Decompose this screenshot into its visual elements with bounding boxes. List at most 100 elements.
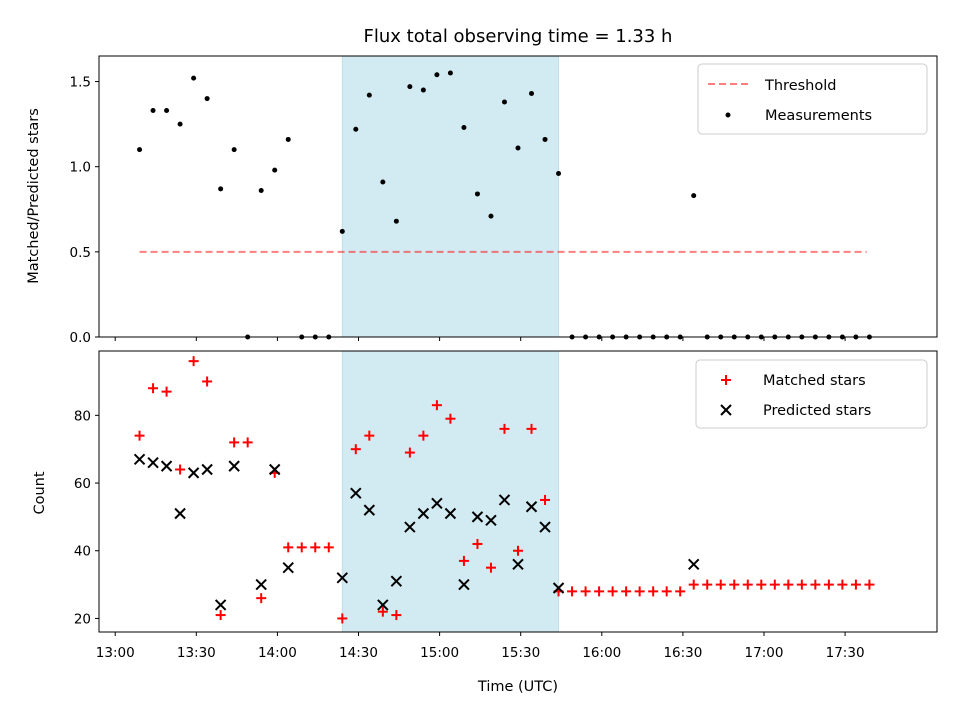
- x-tick-label: 16:30: [663, 645, 702, 661]
- y-tick-label: 80: [74, 408, 91, 424]
- measurement-point: [164, 108, 169, 113]
- matched-star-point: [662, 586, 672, 596]
- x-axis-label: Time (UTC): [477, 679, 558, 695]
- predicted-star-point: [189, 468, 199, 478]
- matched-star-point: [216, 610, 226, 620]
- matched-star-point: [256, 593, 266, 603]
- measurement-point: [516, 145, 521, 150]
- bottom-y-axis: 20 40 60 80: [74, 408, 99, 627]
- measurement-point: [286, 137, 291, 142]
- legend-threshold-label: Threshold: [764, 78, 836, 94]
- measurement-point: [218, 186, 223, 191]
- measurement-point: [205, 96, 210, 101]
- bottom-highlight-span: [342, 351, 558, 632]
- measurement-point: [272, 168, 277, 173]
- highlight-span-rect: [342, 56, 558, 337]
- y-tick-label: 1.5: [70, 75, 91, 91]
- x-tick-label: 17:00: [745, 645, 784, 661]
- y-tick-label: 0.0: [70, 330, 91, 346]
- measurement-point: [529, 91, 534, 96]
- measurement-point: [151, 108, 156, 113]
- measurement-point: [394, 219, 399, 224]
- matched-star-point: [567, 586, 577, 596]
- predicted-star-point: [229, 461, 239, 471]
- matched-star-point: [797, 580, 807, 590]
- measurement-point: [259, 188, 264, 193]
- matched-star-point: [283, 542, 293, 552]
- matched-star-point: [716, 580, 726, 590]
- matched-star-point: [689, 580, 699, 590]
- matched-star-point: [837, 580, 847, 590]
- predicted-star-point: [162, 461, 172, 471]
- measurement-point: [543, 137, 548, 142]
- predicted-star-point: [148, 458, 158, 468]
- measurement-point: [407, 84, 412, 89]
- top-legend: Threshold Measurements: [698, 64, 927, 134]
- matched-star-point: [675, 586, 685, 596]
- measurement-point: [421, 88, 426, 93]
- measurement-point: [137, 147, 142, 152]
- matched-star-point: [702, 580, 712, 590]
- top-highlight-span: [342, 56, 558, 337]
- measurement-point: [488, 214, 493, 219]
- matched-star-point: [783, 580, 793, 590]
- legend-measurements-swatch: [726, 113, 731, 118]
- x-tick-label: 16:00: [582, 645, 621, 661]
- predicted-star-point: [216, 600, 226, 610]
- measurement-point: [502, 99, 507, 104]
- matched-star-point: [243, 437, 253, 447]
- matched-star-point: [162, 387, 172, 397]
- matched-star-point: [851, 580, 861, 590]
- top-panel: Flux total observing time = 1.33 h Match…: [26, 26, 937, 346]
- matched-star-point: [864, 580, 874, 590]
- matched-star-point: [729, 580, 739, 590]
- bottom-y-axis-label: Count: [32, 471, 48, 514]
- matched-star-point: [756, 580, 766, 590]
- measurement-point: [475, 191, 480, 196]
- measurement-point: [178, 122, 183, 127]
- x-tick-label: 15:30: [501, 645, 540, 661]
- matched-star-point: [324, 542, 334, 552]
- predicted-star-point: [283, 563, 293, 573]
- top-y-axis-label: Matched/Predicted stars: [26, 108, 42, 284]
- matched-star-point: [594, 586, 604, 596]
- measurement-point: [191, 76, 196, 81]
- matched-star-point: [175, 464, 185, 474]
- y-tick-label: 60: [74, 476, 91, 492]
- y-tick-label: 0.5: [70, 245, 91, 261]
- bottom-legend: Matched stars Predicted stars: [696, 360, 927, 428]
- highlight-span-rect: [342, 351, 558, 632]
- measurement-point: [380, 180, 385, 185]
- x-tick-label: 14:30: [339, 645, 378, 661]
- matched-star-point: [743, 580, 753, 590]
- matched-star-point: [648, 586, 658, 596]
- x-tick-label: 14:00: [258, 645, 297, 661]
- matched-star-point: [581, 586, 591, 596]
- bottom-x-axis: 13:00 13:30 14:00 14:30 15:00 15:30 16:00 16:30…: [96, 632, 865, 661]
- figure: Flux total observing time = 1.33 h Match…: [0, 0, 960, 720]
- matched-star-point: [824, 580, 834, 590]
- measurement-point: [448, 71, 453, 76]
- predicted-star-point: [256, 580, 266, 590]
- measurement-point: [353, 127, 358, 132]
- matched-star-point: [148, 383, 158, 393]
- predicted-star-point: [202, 464, 212, 474]
- y-tick-label: 20: [74, 611, 91, 627]
- chart-title: Flux total observing time = 1.33 h: [364, 26, 673, 47]
- measurement-point: [232, 147, 237, 152]
- measurement-point: [691, 193, 696, 198]
- measurement-point: [340, 229, 345, 234]
- matched-star-point: [297, 542, 307, 552]
- top-y-axis: 0.0 0.5 1.0 1.5: [70, 75, 99, 346]
- predicted-star-point: [175, 509, 185, 519]
- matched-star-point: [635, 586, 645, 596]
- x-tick-label: 13:00: [96, 645, 135, 661]
- predicted-star-point: [135, 454, 145, 464]
- x-tick-label: 15:00: [420, 645, 459, 661]
- matched-star-point: [621, 586, 631, 596]
- y-tick-label: 1.0: [70, 160, 91, 176]
- measurement-point: [556, 171, 561, 176]
- measurement-point: [434, 72, 439, 77]
- x-tick-label: 13:30: [177, 645, 216, 661]
- y-tick-label: 40: [74, 544, 91, 560]
